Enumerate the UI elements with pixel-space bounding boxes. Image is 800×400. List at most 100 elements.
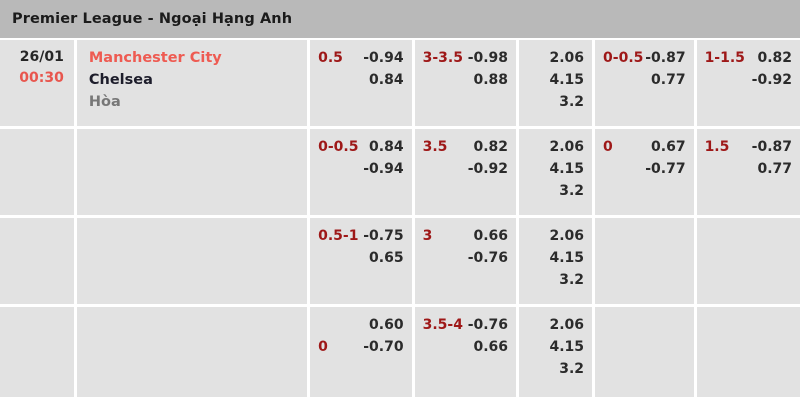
- handicap-value: 0.5: [318, 50, 343, 66]
- odds-line-2[interactable]: -0.77: [603, 158, 686, 180]
- odds-line-2[interactable]: 0 -0.70: [318, 336, 403, 358]
- one-x-two-cell[interactable]: 2.06 4.15 3.2: [519, 218, 593, 304]
- odds-price[interactable]: 0.60: [369, 317, 404, 333]
- odds-table: 26/01 00:30 Manchester City Chelsea Hòa …: [0, 40, 800, 400]
- handicap-c-cell[interactable]: 0 0.67 -0.77: [595, 129, 694, 215]
- odds-price[interactable]: 0.82: [757, 50, 792, 66]
- odds-price[interactable]: -0.87: [645, 50, 686, 66]
- odds-line-1: [705, 314, 792, 336]
- odds-line-1[interactable]: 3-3.5 -0.98: [423, 47, 508, 69]
- draw-label[interactable]: Hòa: [88, 94, 121, 110]
- odds-price[interactable]: -0.92: [467, 161, 509, 177]
- odds-price[interactable]: 0.82: [473, 139, 509, 155]
- league-header[interactable]: Premier League - Ngoại Hạng Anh: [0, 0, 800, 40]
- odds-away-win[interactable]: 4.15: [549, 161, 585, 177]
- odds-line-1[interactable]: 0-0.5 -0.87: [603, 47, 686, 69]
- odds-line-1[interactable]: 3.5 0.82: [423, 136, 508, 158]
- odds-price[interactable]: -0.94: [363, 50, 404, 66]
- away-team-name[interactable]: Chelsea: [88, 72, 153, 88]
- odds-price[interactable]: 0.88: [473, 72, 509, 88]
- handicap-b-cell[interactable]: 3 0.66 -0.76: [414, 218, 517, 304]
- odds-home-win[interactable]: 2.06: [549, 228, 585, 244]
- handicap-b-cell[interactable]: 3-3.5 -0.98 0.88: [414, 40, 517, 126]
- odds-price[interactable]: 0.84: [369, 72, 404, 88]
- one-x-two-cell[interactable]: 2.06 4.15 3.2: [519, 129, 593, 215]
- odds-home-win[interactable]: 2.06: [549, 317, 585, 333]
- odds-away-win[interactable]: 4.15: [549, 72, 585, 88]
- odds-price[interactable]: 0.77: [651, 72, 686, 88]
- one-x-two-cell[interactable]: 2.06 4.15 3.2: [519, 40, 593, 126]
- handicap-b-cell[interactable]: 3.5-4 -0.76 0.66: [414, 307, 517, 397]
- odds-draw[interactable]: 3.2: [559, 94, 585, 110]
- handicap-value: 0: [318, 339, 328, 355]
- table-row: 26/01 00:30 Manchester City Chelsea Hòa …: [0, 40, 800, 126]
- handicap-c-cell: [595, 218, 694, 304]
- odds-line-1[interactable]: 1-1.5 0.82: [705, 47, 792, 69]
- handicap-c-cell: [595, 307, 694, 397]
- odds-line-1[interactable]: 0.5 -0.94: [318, 47, 403, 69]
- match-datetime-cell: [0, 218, 74, 304]
- home-team-name[interactable]: Manchester City: [88, 50, 222, 66]
- odds-line-2[interactable]: -0.76: [423, 247, 508, 269]
- odds-price[interactable]: -0.87: [751, 139, 792, 155]
- odds-line-1[interactable]: 3 0.66: [423, 225, 508, 247]
- table-row: 0-0.5 0.84 -0.94 3.5 0.82 -0.92: [0, 129, 800, 215]
- odds-away-win[interactable]: 4.15: [549, 250, 585, 266]
- handicap-b-cell[interactable]: 3.5 0.82 -0.92: [414, 129, 517, 215]
- odds-line-1[interactable]: 1.5 -0.87: [705, 136, 792, 158]
- odds-line-1[interactable]: 3.5-4 -0.76: [423, 314, 508, 336]
- odds-home-win[interactable]: 2.06: [549, 50, 585, 66]
- odds-home-win[interactable]: 2.06: [549, 139, 585, 155]
- handicap-d-cell[interactable]: 1.5 -0.87 0.77: [696, 129, 800, 215]
- odds-price[interactable]: -0.98: [467, 50, 509, 66]
- odds-line-1: [603, 225, 686, 247]
- match-datetime-cell: 26/01 00:30: [0, 40, 74, 126]
- one-x-two-cell[interactable]: 2.06 4.15 3.2: [519, 307, 593, 397]
- handicap-d-cell[interactable]: 1-1.5 0.82 -0.92: [696, 40, 800, 126]
- odds-line-2[interactable]: 0.88: [423, 69, 509, 91]
- handicap-a-cell[interactable]: 0-0.5 0.84 -0.94: [310, 129, 412, 215]
- odds-draw[interactable]: 3.2: [559, 272, 585, 288]
- handicap-d-cell: [696, 218, 800, 304]
- handicap-value: 1.5: [704, 139, 730, 155]
- odds-price[interactable]: 0.66: [473, 339, 509, 355]
- handicap-value: 3.5-4: [422, 317, 463, 333]
- odds-price[interactable]: -0.76: [467, 317, 509, 333]
- odds-price[interactable]: -0.75: [363, 228, 404, 244]
- odds-line-1[interactable]: 0 0.67: [603, 136, 686, 158]
- handicap-c-cell[interactable]: 0-0.5 -0.87 0.77: [595, 40, 694, 126]
- odds-price[interactable]: 0.77: [757, 161, 792, 177]
- odds-price[interactable]: 0.66: [473, 228, 509, 244]
- odds-price[interactable]: -0.92: [751, 72, 792, 88]
- odds-line-2[interactable]: 0.84: [318, 69, 404, 91]
- handicap-value: 0-0.5: [603, 50, 644, 66]
- odds-price[interactable]: -0.94: [363, 161, 404, 177]
- odds-line-2[interactable]: -0.94: [318, 158, 403, 180]
- odds-draw[interactable]: 3.2: [559, 361, 585, 377]
- odds-price[interactable]: -0.76: [467, 250, 509, 266]
- handicap-a-cell[interactable]: 0.5-1 -0.75 0.65: [310, 218, 412, 304]
- odds-away-win[interactable]: 4.15: [549, 339, 585, 355]
- odds-line-2[interactable]: 0.66: [423, 336, 509, 358]
- odds-line-2[interactable]: -0.92: [705, 69, 792, 91]
- table-row: 0.60 0 -0.70 3.5-4 -0.76 0.66 2.06: [0, 307, 800, 397]
- odds-line-1[interactable]: 0.60: [318, 314, 404, 336]
- odds-price[interactable]: 0.67: [651, 139, 686, 155]
- odds-price[interactable]: 0.65: [369, 250, 404, 266]
- odds-line-1[interactable]: 0.5-1 -0.75: [318, 225, 403, 247]
- odds-price[interactable]: 0.84: [369, 139, 404, 155]
- match-time: 00:30: [19, 70, 64, 86]
- odds-line-2[interactable]: 0.77: [705, 158, 792, 180]
- odds-price[interactable]: -0.77: [645, 161, 686, 177]
- odds-draw[interactable]: 3.2: [559, 183, 585, 199]
- handicap-a-cell[interactable]: 0.5 -0.94 0.84: [310, 40, 412, 126]
- handicap-value: 3-3.5: [422, 50, 463, 66]
- teams-cell[interactable]: Manchester City Chelsea Hòa: [76, 40, 308, 126]
- odds-line-1: [705, 225, 792, 247]
- odds-line-1[interactable]: 0-0.5 0.84: [318, 136, 403, 158]
- odds-line-2[interactable]: -0.92: [423, 158, 508, 180]
- odds-line-2[interactable]: 0.65: [318, 247, 404, 269]
- odds-price[interactable]: -0.70: [363, 339, 404, 355]
- odds-line-2[interactable]: 0.77: [603, 69, 686, 91]
- handicap-a-cell[interactable]: 0.60 0 -0.70: [310, 307, 412, 397]
